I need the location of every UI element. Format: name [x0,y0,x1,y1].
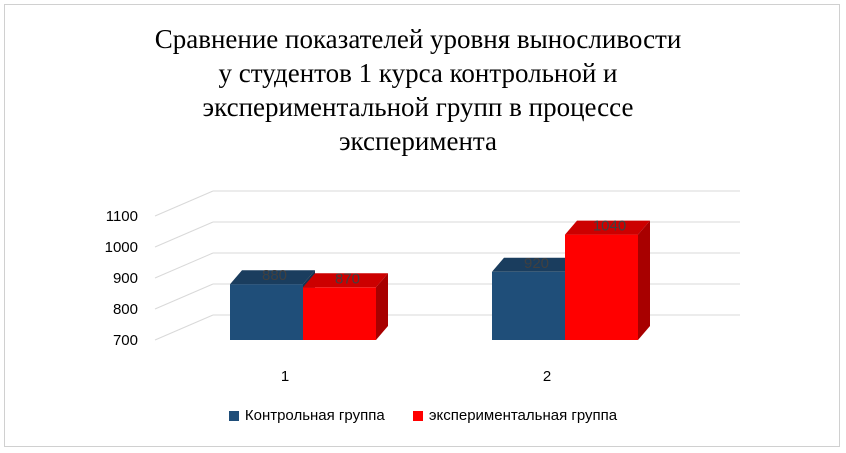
legend-swatch-experimental [412,410,423,421]
data-label: 920 [524,255,549,272]
legend-swatch-control [228,410,239,421]
legend-item-experimental: экспериментальная группа [412,407,618,424]
bar-top [230,270,315,285]
data-label: 1040 [593,218,626,235]
gridline-diagonal [154,252,214,279]
data-label: 870 [335,270,360,287]
gridline-diagonal [154,283,214,310]
x-category-label: 1 [281,368,289,385]
gridline-diagonal [154,190,214,217]
bar-front [565,234,638,340]
gridline-diagonal [154,314,214,341]
chart-title-line-3: экспериментальной групп в процессе [202,92,634,122]
chart-title-line-2: у студентов 1 курса контрольной и [218,58,618,88]
legend-label-experimental: экспериментальная группа [428,407,618,424]
y-tick-label: 800 [113,301,138,318]
y-tick-label: 700 [113,332,138,349]
bar-top [492,257,577,272]
bar-front [492,271,565,340]
data-label: 880 [262,267,287,284]
chart-title-line-4: эксперимента [338,126,498,156]
bar-side [376,273,388,340]
chart-frame [4,4,840,447]
chart-title: Сравнение показателей уровня выносливост… [60,22,776,158]
bar-top [565,220,650,235]
legend: Контрольная группа экспериментальная гру… [0,407,846,425]
bars-layer [230,220,650,340]
y-tick-label: 1100 [106,208,138,225]
bar-front [230,284,303,340]
data-labels-layer: 880 870 920 1040 [262,218,626,288]
y-axis-ticks: 700 800 900 1000 1100 [105,208,138,349]
bar-top [303,273,388,288]
bar-side [638,220,650,340]
x-category-label: 2 [543,368,551,385]
legend-label-control: Контрольная группа [244,407,385,424]
chart-title-line-1: Сравнение показателей уровня выносливост… [154,24,682,54]
gridline-diagonal [154,221,214,248]
y-tick-label: 1000 [105,239,138,256]
y-tick-label: 900 [113,270,138,287]
legend-item-control: Контрольная группа [228,407,385,424]
bar-front [303,287,376,340]
